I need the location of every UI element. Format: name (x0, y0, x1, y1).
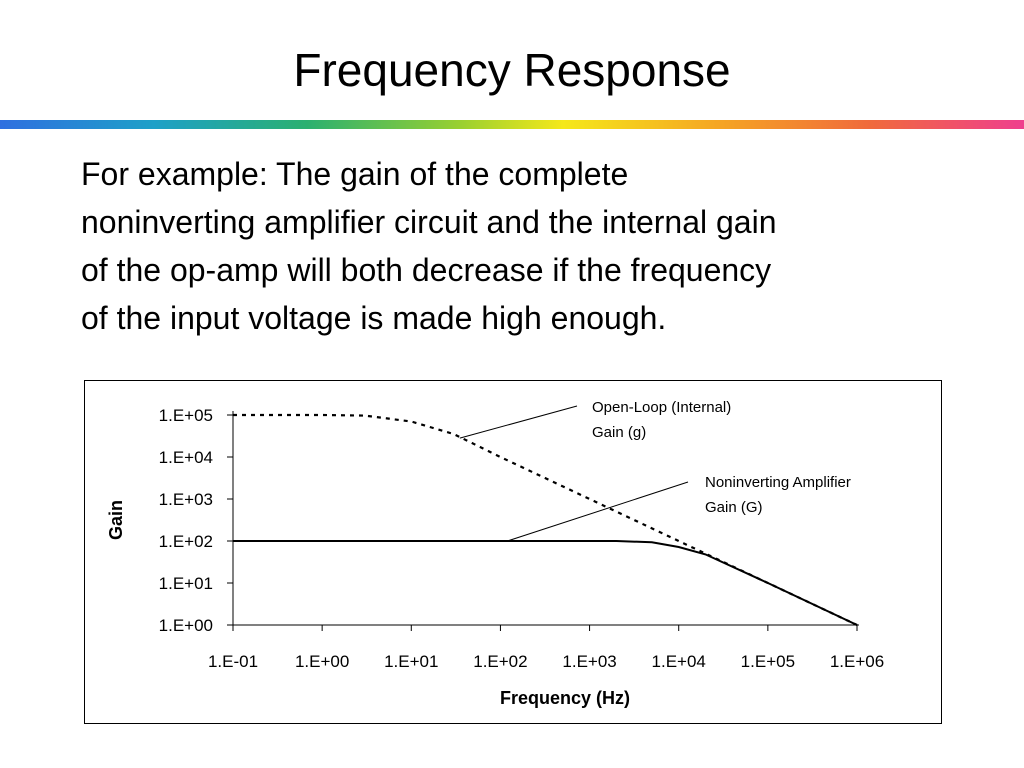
open-loop-gain-line (233, 413, 858, 626)
body-line: of the input voltage is made high enough… (81, 300, 667, 336)
annotation-leader-open-loop (459, 405, 578, 439)
x-tick-label: 1.E+05 (741, 652, 795, 671)
body-line: For example: The gain of the complete (81, 156, 629, 192)
y-tick-label: 1.E+00 (159, 616, 213, 635)
gain-frequency-chart: 1.E+00 1.E+01 1.E+02 1.E+03 1.E+04 1.E+05 1.E-… (106, 399, 884, 708)
y-tick-label: 1.E+05 (159, 406, 213, 425)
x-axis-title: Frequency (Hz) (500, 688, 630, 708)
x-tick-label: 1.E+01 (384, 652, 438, 671)
annotation-noninverting-line2: Gain (G) (705, 499, 763, 516)
chart-frame: 1.E+00 1.E+01 1.E+02 1.E+03 1.E+04 1.E+05 1.E-… (84, 380, 942, 724)
body-text: For example: The gain of the complete no… (81, 150, 981, 342)
body-line: noninverting amplifier circuit and the i… (81, 204, 777, 240)
y-axis-title: Gain (106, 500, 126, 540)
x-tick-label: 1.E+06 (830, 652, 884, 671)
annotation-open-loop-line1: Open-Loop (Internal) (592, 399, 731, 416)
y-tick-label: 1.E+01 (159, 574, 213, 593)
x-tick-label: 1.E+02 (473, 652, 527, 671)
slide-title: Frequency Response (293, 44, 731, 96)
annotation-noninverting-line1: Noninverting Amplifier (705, 474, 851, 491)
annotation-open-loop-line2: Gain (g) (592, 424, 646, 441)
y-tick-label: 1.E+02 (159, 532, 213, 551)
x-tick-label: 1.E+03 (562, 652, 616, 671)
noninverting-gain-line (233, 540, 858, 626)
body-line: of the op-amp will both decrease if the … (81, 252, 772, 288)
title-divider (0, 120, 1024, 129)
x-tick-label: 1.E-01 (208, 652, 258, 671)
x-tick-label: 1.E+00 (295, 652, 349, 671)
x-tick-label: 1.E+04 (652, 652, 706, 671)
y-tick-label: 1.E+04 (159, 448, 213, 467)
y-tick-label: 1.E+03 (159, 490, 213, 509)
annotation-leader-noninverting (507, 481, 689, 542)
